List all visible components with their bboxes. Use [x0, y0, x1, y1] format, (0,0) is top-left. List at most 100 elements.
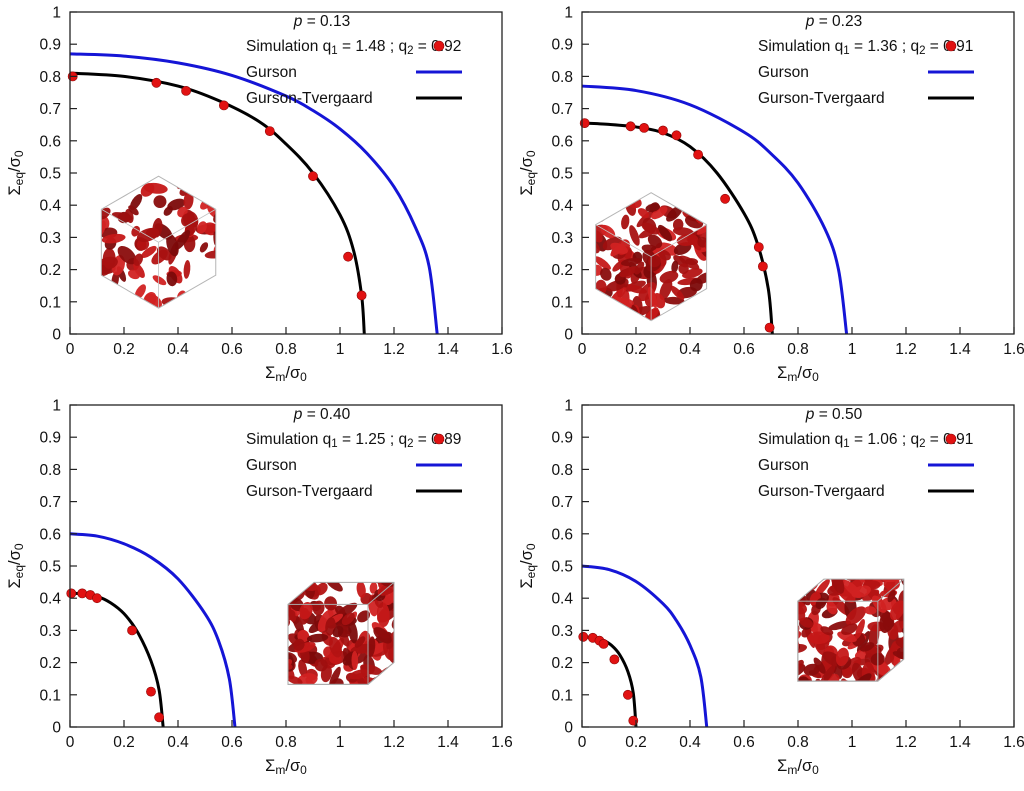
x-tick-label: 1.2	[895, 734, 917, 751]
y-tick-label: 1	[52, 398, 61, 415]
y-tick-label: 0.7	[39, 494, 61, 511]
y-tick-label: 0.8	[39, 69, 61, 86]
y-tick-label: 0.2	[551, 655, 573, 672]
gurson-curve	[69, 532, 237, 728]
x-tick-label: 0	[66, 341, 75, 358]
y-tick-label: 0.5	[551, 559, 573, 576]
y-tick-label: 0	[52, 720, 61, 737]
legend: p = 0.50 Simulation q1 = 1.06 ; q2 = 0.91…	[758, 406, 974, 500]
simulation-point	[578, 631, 589, 642]
y-tick-label: 0.5	[39, 166, 61, 183]
gurson-tvergaard-curve	[69, 71, 366, 335]
subplot-svg: 0 0.2 0.4 0.6 0.8 1 1.2 1.4 1.6 0 0.1 0.2 0.3 0.4 0.5 0…	[518, 5, 1024, 385]
legend-gurson-label: Gurson	[246, 64, 297, 81]
legend-gurson-tvergaard-label: Gurson-Tvergaard	[758, 483, 885, 500]
gurson-curve	[581, 564, 709, 728]
plot-top-right: 0 0.2 0.4 0.6 0.8 1 1.2 1.4 1.6 0 0.1 0.2 0.3 0.4 0.5 0…	[512, 0, 1024, 393]
plot-top-left: 0 0.2 0.4 0.6 0.8 1 1.2 1.4 1.6 0 0.1 0.2 0.3 0.4 0.5 0…	[0, 0, 513, 393]
legend-gurson-tvergaard-label: Gurson-Tvergaard	[758, 90, 885, 107]
x-tick-label: 1.6	[1003, 341, 1024, 358]
x-axis-label: Σm/σ0	[777, 364, 819, 384]
x-tick-label: 1.6	[491, 341, 512, 358]
simulation-point	[77, 588, 88, 599]
y-axis-label: Σeq/σ0	[6, 543, 26, 588]
legend-p-label: p = 0.13	[293, 13, 350, 30]
legend-simulation-label: Simulation q1 = 1.36 ; q2 = 0.91	[758, 38, 973, 57]
x-tick-label: 0.4	[167, 734, 189, 751]
x-tick-label: 1.2	[895, 341, 917, 358]
x-axis-label: Σm/σ0	[265, 364, 307, 384]
x-tick-label: 1.4	[437, 341, 459, 358]
simulation-point	[639, 123, 650, 133]
y-tick-label: 0.1	[551, 294, 573, 311]
gurson-curve	[69, 52, 439, 335]
legend-p-label: p = 0.40	[293, 406, 351, 423]
x-tick-label: 0.8	[275, 341, 297, 358]
gurson-tvergaard-curve	[69, 591, 165, 728]
x-tick-label: 0.2	[625, 734, 647, 751]
x-tick-label: 0.6	[733, 734, 755, 751]
x-tick-label: 1.6	[1003, 734, 1024, 751]
legend-p-label: p = 0.23	[805, 13, 862, 30]
y-tick-label: 0.4	[39, 198, 61, 215]
simulation-point	[343, 251, 353, 262]
porous-microstructure-render	[100, 175, 217, 309]
y-tick-label: 0.5	[551, 166, 573, 183]
x-tick-label: 0.2	[113, 341, 135, 358]
y-tick-label: 0.9	[39, 430, 61, 447]
legend-gurson-label: Gurson	[758, 457, 809, 474]
y-tick-label: 0.8	[39, 462, 61, 479]
legend-gurson-label: Gurson	[758, 64, 809, 81]
y-tick-label: 0.9	[551, 430, 573, 447]
y-tick-label: 0.3	[39, 230, 61, 247]
simulation-point	[753, 242, 764, 252]
y-tick-label: 0.4	[551, 198, 573, 215]
x-tick-label: 1.4	[437, 734, 459, 751]
legend-gurson-tvergaard-label: Gurson-Tvergaard	[246, 90, 373, 107]
y-tick-label: 0.2	[39, 262, 61, 279]
subplot-svg: 0 0.2 0.4 0.6 0.8 1 1.2 1.4 1.6 0 0.1 0.2 0.3 0.4 0.5 0…	[6, 5, 513, 385]
simulation-point	[264, 126, 275, 137]
x-tick-label: 1	[336, 341, 345, 358]
y-tick-label: 0.4	[39, 591, 61, 608]
legend-p-label: p = 0.50	[805, 406, 863, 423]
x-tick-label: 0.6	[221, 341, 243, 358]
gurson-tvergaard-curve	[581, 635, 638, 728]
simulation-point	[693, 149, 703, 160]
plot-bottom-right: 0 0.2 0.4 0.6 0.8 1 1.2 1.4 1.6 0 0.1 0.2 0.3 0.4 0.5 0…	[512, 393, 1024, 786]
simulation-point	[66, 588, 77, 599]
y-tick-label: 0.3	[551, 623, 573, 640]
subplot-svg: 0 0.2 0.4 0.6 0.8 1 1.2 1.4 1.6 0 0.1 0.2 0.3 0.4 0.5 0…	[6, 398, 513, 778]
simulation-point	[764, 322, 775, 333]
simulation-point	[598, 638, 609, 649]
y-tick-label: 0	[564, 327, 573, 344]
x-tick-label: 0.8	[787, 734, 809, 751]
porous-microstructure-render	[797, 578, 905, 682]
legend: p = 0.13 Simulation q1 = 1.48 ; q2 = 0.92…	[246, 13, 462, 107]
simulation-point	[151, 77, 162, 88]
y-tick-label: 0.1	[551, 687, 573, 704]
simulation-point	[356, 290, 367, 301]
x-tick-label: 0.8	[787, 341, 809, 358]
x-tick-label: 1.2	[383, 734, 405, 751]
x-tick-label: 1.6	[491, 734, 512, 751]
x-tick-label: 0	[578, 734, 587, 751]
y-tick-label: 1	[52, 5, 61, 22]
y-tick-label: 0.7	[551, 101, 573, 118]
y-tick-label: 0.7	[39, 101, 61, 118]
y-tick-label: 0.6	[551, 133, 573, 150]
plot-frame	[69, 404, 503, 728]
subplot-svg: 0 0.2 0.4 0.6 0.8 1 1.2 1.4 1.6 0 0.1 0.2 0.3 0.4 0.5 0…	[518, 398, 1024, 778]
gurson-curve	[581, 84, 849, 335]
y-tick-label: 0	[564, 720, 573, 737]
y-tick-label: 0.9	[551, 37, 573, 54]
y-tick-label: 0.2	[39, 655, 61, 672]
simulation-point	[609, 654, 620, 665]
x-tick-label: 0.4	[679, 341, 701, 358]
y-tick-label: 0.2	[551, 262, 573, 279]
x-tick-label: 0.8	[275, 734, 297, 751]
y-tick-label: 0.9	[39, 37, 61, 54]
legend-simulation-label: Simulation q1 = 1.48 ; q2 = 0.92	[246, 38, 461, 57]
simulation-point	[308, 171, 318, 182]
x-tick-label: 1.4	[949, 734, 971, 751]
